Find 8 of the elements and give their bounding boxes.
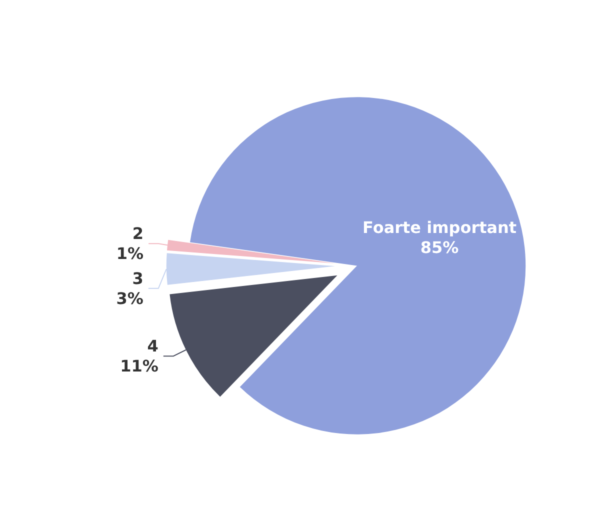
slice-label: 2 [132,224,144,244]
data-label: 3% [116,288,144,308]
data-label: 1% [116,244,144,264]
slice-label: 4 [147,336,158,356]
data-label: 85% [420,238,459,257]
slice-label: 3 [132,268,144,288]
slice-label: Foarte important [362,218,517,237]
data-label: 11% [120,356,158,376]
